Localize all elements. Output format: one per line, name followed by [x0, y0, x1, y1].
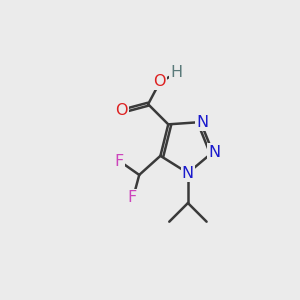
Text: F: F: [114, 154, 124, 169]
Text: N: N: [208, 145, 220, 160]
Text: O: O: [153, 74, 166, 89]
Text: N: N: [196, 115, 208, 130]
Text: O: O: [115, 103, 127, 118]
Text: H: H: [170, 65, 182, 80]
Text: F: F: [127, 190, 136, 205]
Text: N: N: [182, 166, 194, 181]
